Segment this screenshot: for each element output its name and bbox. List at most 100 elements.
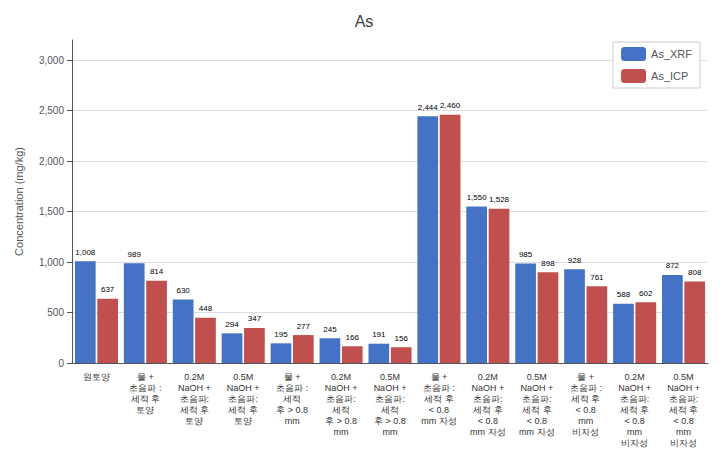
svg-text:< 0.8: < 0.8 [624,416,644,426]
svg-text:NaOH +: NaOH + [520,383,553,393]
svg-text:세적 후: 세적 후 [473,405,503,415]
svg-text:초음파:: 초음파: [375,394,405,404]
svg-text:As_XRF: As_XRF [651,48,692,60]
svg-text:808: 808 [688,268,702,277]
svg-text:mm: mm [383,427,398,437]
svg-text:195: 195 [274,330,288,339]
svg-text:0.2M: 0.2M [331,372,351,382]
svg-text:초음파:: 초음파: [473,394,503,404]
svg-text:초음파:: 초음파: [180,394,210,404]
svg-text:물 +: 물 + [284,372,301,382]
svg-text:0: 0 [58,358,64,369]
svg-text:2,460: 2,460 [440,101,461,110]
svg-text:1,000: 1,000 [39,257,64,268]
svg-text:세적 후: 세적 후 [180,405,210,415]
svg-text:As_ICP: As_ICP [651,70,688,82]
svg-text:448: 448 [199,304,213,313]
svg-text:원토양: 원토양 [83,372,110,382]
svg-text:277: 277 [297,322,311,331]
svg-text:비자성: 비자성 [572,427,599,437]
svg-text:Concentration (mg/kg): Concentration (mg/kg) [13,147,25,256]
svg-text:mm: mm [676,427,691,437]
svg-text:세적 후: 세적 후 [620,405,650,415]
svg-text:세적 후: 세적 후 [522,405,552,415]
svg-text:630: 630 [176,286,190,295]
svg-text:< 0.8: < 0.8 [576,405,596,415]
svg-text:156: 156 [394,334,408,343]
svg-text:0.2M: 0.2M [478,372,498,382]
svg-text:세적 후: 세적 후 [131,394,161,404]
svg-text:물 +: 물 + [431,372,448,382]
svg-text:0.5M: 0.5M [527,372,547,382]
svg-text:NaOH +: NaOH + [374,383,407,393]
svg-text:< 0.8: < 0.8 [527,416,547,426]
svg-text:872: 872 [666,261,680,270]
svg-text:< 0.8: < 0.8 [429,405,449,415]
svg-text:NaOH +: NaOH + [227,383,260,393]
svg-text:2,500: 2,500 [39,105,64,116]
svg-text:세적 후: 세적 후 [424,394,454,404]
svg-text:989: 989 [128,250,142,259]
svg-text:500: 500 [47,307,64,318]
svg-text:후 > 0.8: 후 > 0.8 [374,416,406,426]
svg-text:mm 자성: mm 자성 [470,427,506,437]
svg-text:초음파 :: 초음파 : [276,383,308,393]
svg-text:비자성: 비자성 [621,438,648,448]
svg-text:191: 191 [372,330,386,339]
svg-text:세적: 세적 [332,405,350,415]
svg-text:mm 자성: mm 자성 [519,427,555,437]
svg-text:2,444: 2,444 [418,103,439,112]
svg-text:초음파:: 초음파: [228,394,258,404]
svg-text:1,528: 1,528 [489,195,510,204]
svg-text:1,500: 1,500 [39,206,64,217]
svg-text:NaOH +: NaOH + [618,383,651,393]
svg-text:294: 294 [225,320,239,329]
svg-text:물 +: 물 + [137,372,154,382]
svg-text:초음파:: 초음파: [522,394,552,404]
svg-text:세적 후: 세적 후 [228,405,258,415]
svg-text:mm 자성: mm 자성 [421,416,457,426]
svg-text:mm: mm [578,416,593,426]
svg-text:mm: mm [285,416,300,426]
svg-text:3,000: 3,000 [39,55,64,66]
svg-text:세적: 세적 [381,405,399,415]
svg-text:0.5M: 0.5M [233,372,253,382]
svg-text:602: 602 [639,289,653,298]
svg-text:347: 347 [248,314,262,323]
svg-text:초음파 :: 초음파 : [570,383,602,393]
svg-text:초음파 :: 초음파 : [423,383,455,393]
svg-text:세적 후: 세적 후 [571,394,601,404]
svg-text:NaOH +: NaOH + [471,383,504,393]
svg-text:985: 985 [519,250,533,259]
svg-text:mm: mm [334,427,349,437]
svg-text:< 0.8: < 0.8 [478,416,498,426]
svg-text:토양: 토양 [185,416,203,426]
svg-text:0.5M: 0.5M [380,372,400,382]
svg-text:166: 166 [346,333,360,342]
svg-text:물 +: 물 + [577,372,594,382]
svg-text:637: 637 [101,285,115,294]
svg-text:245: 245 [323,325,337,334]
svg-text:814: 814 [150,267,164,276]
svg-text:토양: 토양 [234,416,252,426]
svg-text:비자성: 비자성 [670,438,697,448]
svg-text:As: As [355,13,374,30]
svg-text:2,000: 2,000 [39,156,64,167]
svg-text:928: 928 [568,256,582,265]
svg-text:토양: 토양 [136,405,154,415]
svg-text:0.5M: 0.5M [674,372,694,382]
svg-text:NaOH +: NaOH + [667,383,700,393]
svg-text:초음파:: 초음파: [326,394,356,404]
svg-text:NaOH +: NaOH + [325,383,358,393]
svg-text:초음파 :: 초음파 : [129,383,161,393]
svg-text:후 > 0.8: 후 > 0.8 [276,405,308,415]
svg-text:761: 761 [590,273,604,282]
svg-text:후 > 0.8: 후 > 0.8 [325,416,357,426]
svg-text:세적: 세적 [283,394,301,404]
svg-text:0.2M: 0.2M [184,372,204,382]
svg-text:1,550: 1,550 [467,193,488,202]
svg-text:588: 588 [617,290,631,299]
svg-text:세적 후: 세적 후 [669,405,699,415]
svg-text:초음파:: 초음파: [669,394,699,404]
svg-text:mm: mm [627,427,642,437]
